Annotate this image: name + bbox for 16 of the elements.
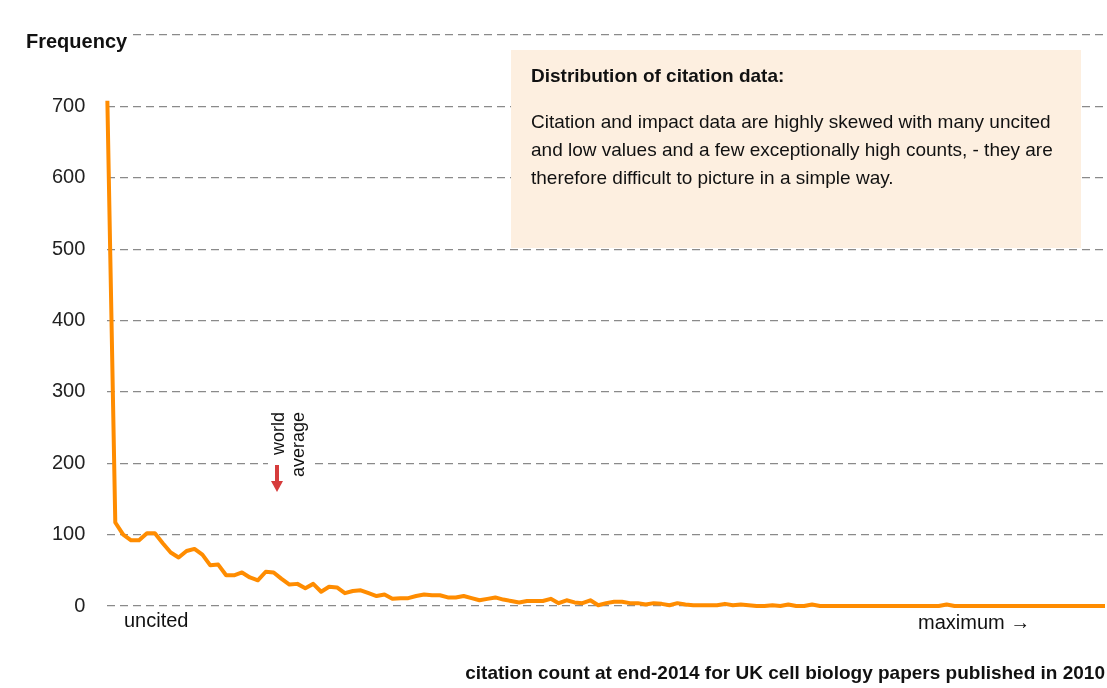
y-tick-label: 400	[51, 308, 86, 331]
y-tick-label: 600	[51, 165, 86, 188]
y-tick-label: 0	[74, 593, 86, 616]
annotation: Distribution of citation data:	[531, 64, 786, 88]
y-axis-title: Frequency	[22, 30, 132, 53]
y-tick-label: 500	[51, 236, 86, 259]
y-tick-label: 700	[51, 93, 86, 116]
text: maximum →	[918, 611, 1031, 634]
y-tick-label: 200	[51, 450, 86, 473]
text: uncited	[124, 609, 189, 632]
x-axis-title: citation count at end-2014 for UK cell biology papers published in 2010	[465, 662, 1105, 684]
y-tick-label: 100	[51, 522, 86, 545]
text-box: Distribution of citation data: Citation and impact data are highly skewed with many uncited and low values and a few exceptionally high counts, - they are therefore difficult to picture in a simple way.	[511, 50, 1081, 248]
annotation: world average	[268, 412, 314, 494]
y-tick-label: 300	[51, 379, 86, 402]
annotation: Citation and impact data are highly skewed with many uncited and low values and a few exceptionally high counts, - they are therefore difficult to picture in a simple way.	[531, 110, 1054, 190]
